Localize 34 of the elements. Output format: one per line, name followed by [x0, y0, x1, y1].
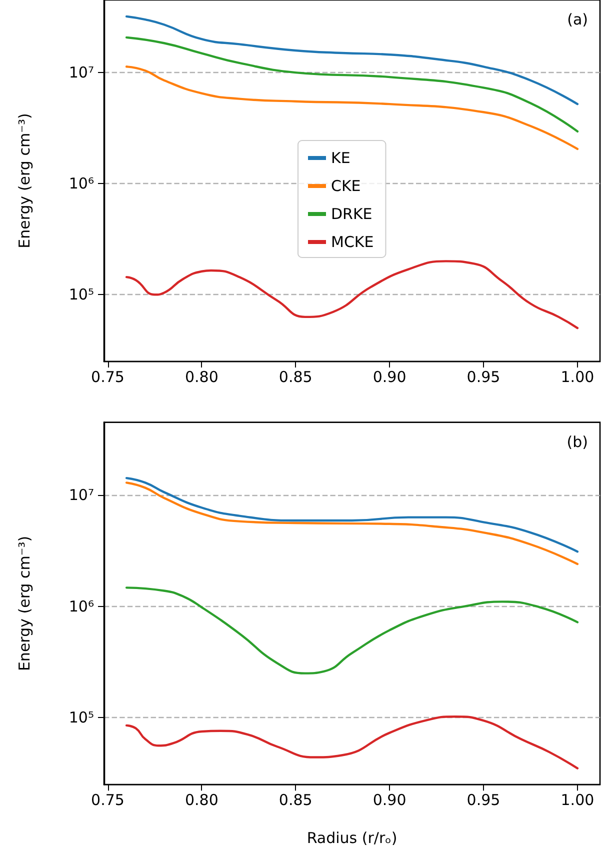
x-tick-label: 0.75	[91, 791, 124, 810]
annotation: (b)	[566, 432, 588, 451]
legend-label: MCKE	[331, 233, 374, 251]
x-tick-label: 0.85	[278, 368, 312, 386]
x-tick-label: 0.95	[466, 368, 500, 386]
y-tick-label: 10⁶	[68, 174, 94, 193]
x-tick-label: 0.85	[278, 791, 312, 810]
line-series	[125, 476, 579, 553]
x-tick-label: 0.90	[372, 791, 406, 810]
y-tick-label: 10⁵	[68, 708, 94, 727]
x-tick-label: 0.75	[91, 368, 124, 386]
x-tick-label: 1.00	[560, 368, 594, 386]
y-tick-label: 10⁵	[68, 286, 94, 304]
x-axis-title: Radius (r/rₒ)	[306, 829, 398, 848]
y-axis-title: Energy (erg cm⁻³)	[16, 113, 34, 248]
y-tick-label: 10⁷	[68, 486, 94, 504]
annotation: (a)	[567, 10, 588, 28]
legend-label: CKE	[331, 177, 361, 195]
line-series	[125, 260, 579, 330]
line-series	[125, 66, 579, 150]
line-series	[125, 482, 579, 566]
y-tick-label: 10⁷	[68, 64, 94, 82]
y-axis-title: Energy (erg cm⁻³)	[16, 536, 34, 672]
legend-label: DRKE	[331, 205, 372, 223]
line-series	[125, 586, 579, 674]
x-tick-label: 0.95	[466, 791, 500, 810]
y-tick-label: 10⁶	[68, 597, 94, 616]
line-series	[125, 716, 579, 770]
line-series	[125, 36, 579, 133]
legend-label: KE	[331, 149, 350, 167]
x-tick-label: 0.80	[184, 791, 218, 810]
x-tick-label: 0.90	[372, 368, 406, 386]
x-tick-label: 0.80	[184, 368, 218, 386]
x-tick-label: 1.00	[560, 791, 594, 810]
